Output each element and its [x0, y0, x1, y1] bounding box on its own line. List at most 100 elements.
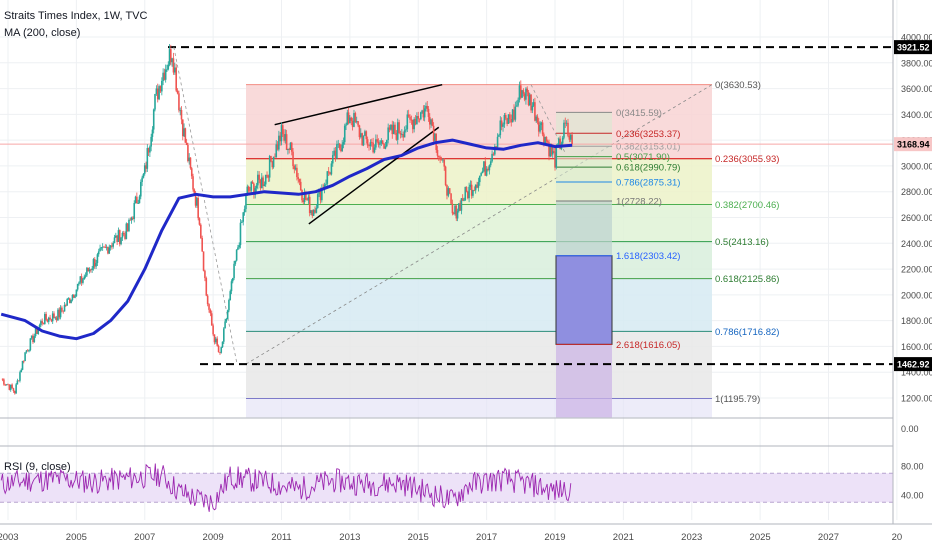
price-tick-label: 3400.00 [901, 110, 932, 120]
candle-body [544, 136, 546, 144]
candle-body [250, 181, 253, 191]
trendline-drawings[interactable] [0, 46, 893, 366]
candle-body [422, 110, 425, 118]
candle-body [16, 380, 19, 385]
candle-body [8, 385, 11, 390]
candle-body [215, 338, 217, 343]
candle-body [130, 217, 133, 221]
candle-body [172, 58, 175, 73]
candle-body [287, 148, 289, 150]
candle-body [124, 234, 126, 239]
price-tick-label: 2800.00 [901, 187, 932, 197]
candle-body [473, 189, 476, 191]
candle-body [271, 161, 274, 168]
candle-body [458, 203, 460, 212]
candle-body [15, 384, 17, 394]
candle-body [38, 325, 41, 329]
candle-body [549, 144, 552, 157]
candle-body [350, 117, 353, 121]
candle-body [80, 276, 83, 283]
candle-body [439, 156, 441, 160]
candle-body [467, 191, 469, 199]
candle-body [302, 200, 305, 203]
candle-body [70, 299, 72, 303]
candle-body [129, 219, 132, 221]
candle-body [259, 179, 262, 189]
candle-body [46, 319, 49, 322]
candle-body [455, 205, 458, 219]
chart-title[interactable]: Straits Times Index, 1W, TVC [4, 10, 148, 22]
candle-body [117, 230, 120, 242]
candle-body [559, 138, 561, 149]
candle-body [331, 155, 334, 164]
fib-retracement-small[interactable]: 0(3415.59)0.236(3253.37)0.382(3153.01)0.… [555, 108, 680, 418]
price-tick-label: 4000.00 [901, 33, 932, 43]
candle-body [54, 317, 57, 319]
candle-body [463, 200, 465, 201]
candle-body [520, 85, 522, 98]
candle-body [498, 135, 500, 137]
candle-body [474, 184, 477, 191]
ma-indicator-label[interactable]: MA (200, close) [4, 27, 81, 39]
candle-body [266, 174, 268, 176]
candle-body [59, 307, 62, 318]
candle-body [539, 125, 541, 132]
candle-body [298, 179, 301, 182]
candle-body [405, 129, 407, 131]
price-tick-label: 1200.00 [901, 394, 932, 404]
candle-body [534, 102, 536, 121]
candle-body [164, 69, 167, 80]
price-tick-label: 2400.00 [901, 239, 932, 249]
candle-body [156, 88, 159, 100]
candle-body [243, 209, 246, 213]
candle-body [241, 221, 243, 223]
candle-body [361, 133, 363, 146]
candle-body [109, 245, 112, 248]
candle-body [337, 143, 340, 145]
candle-body [289, 142, 292, 150]
candle-body [496, 136, 499, 148]
candle-body [383, 143, 385, 149]
fib-small-label: 0.618(2990.79) [616, 163, 680, 174]
candle-body [161, 80, 163, 92]
candle-body [537, 122, 540, 132]
candle-body [456, 211, 459, 219]
candle-body [314, 209, 316, 213]
candle-body [258, 174, 260, 180]
candle-body [255, 185, 258, 189]
rsi-indicator-label[interactable]: RSI (9, close) [4, 461, 71, 473]
candle-body [63, 304, 66, 312]
candle-body [375, 139, 377, 148]
candle-body [162, 72, 164, 81]
rsi-tick-label: 40.00 [901, 491, 924, 501]
candle-body [242, 212, 245, 222]
candle-body [491, 153, 493, 162]
candle-body [319, 188, 322, 201]
candle-body [147, 148, 150, 153]
price-badges: 3921.52 3168.94 1462.92 [894, 40, 932, 372]
candle-body [105, 246, 108, 248]
fib-level-label: 1(1195.79) [715, 394, 760, 405]
low-price-badge-bg [894, 357, 932, 372]
candle-body [45, 313, 47, 320]
candle-body [368, 145, 370, 147]
time-tick-label: 2025 [750, 532, 771, 543]
candle-body [82, 279, 84, 283]
fib-retracement-large[interactable]: 0(3630.53) 0.236(3055.93) 0.382(2700.46) 0.… [245, 80, 779, 418]
candle-body [305, 192, 307, 200]
candle-body [541, 122, 544, 135]
candle-body [571, 134, 573, 145]
candle-body [197, 197, 199, 219]
candle-body [140, 181, 142, 197]
candle-body [384, 146, 387, 149]
candle-body [14, 390, 16, 394]
candle-body [443, 159, 446, 167]
candle-body [494, 146, 496, 155]
candle-body [387, 127, 389, 141]
candle-body [149, 146, 151, 153]
candle-body [253, 183, 255, 195]
candle-body [178, 93, 180, 111]
candle-body [3, 379, 5, 385]
candle-body [327, 171, 330, 173]
